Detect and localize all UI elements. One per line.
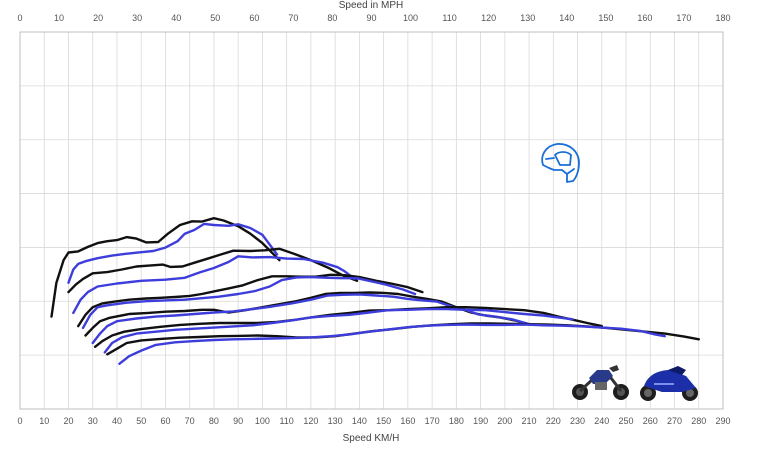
x2-tick-label: 160	[637, 13, 652, 23]
x-tick-label: 220	[546, 416, 561, 426]
x-tick-label: 50	[136, 416, 146, 426]
x2-tick-label: 0	[17, 13, 22, 23]
series-group	[50, 217, 700, 365]
x2-tick-label: 40	[171, 13, 181, 23]
x2-tick-label: 120	[481, 13, 496, 23]
x2-tick-label: 140	[559, 13, 574, 23]
sport-motorcycle-icon	[640, 366, 698, 401]
bottom-axis-title: Speed KM/H	[343, 433, 400, 444]
series-line-4	[72, 255, 356, 315]
grid	[19, 32, 724, 409]
x2-tick-label: 100	[403, 13, 418, 23]
helmet-icon	[541, 143, 580, 183]
series-line-5	[77, 273, 424, 328]
x-tick-label: 240	[594, 416, 609, 426]
x2-tick-label: 30	[132, 13, 142, 23]
x-tick-label: 120	[303, 416, 318, 426]
x-tick-label: 280	[691, 416, 706, 426]
naked-motorcycle-icon	[572, 365, 629, 400]
x-tick-label: 110	[279, 416, 293, 426]
x-tick-label: 0	[17, 416, 22, 426]
x-tick-label: 180	[449, 416, 464, 426]
series-line-12	[118, 323, 666, 365]
x-tick-label: 100	[255, 416, 270, 426]
x2-tick-label: 60	[249, 13, 259, 23]
x-tick-label: 270	[667, 416, 682, 426]
x-tick-label: 250	[619, 416, 634, 426]
series-line-6	[81, 275, 417, 330]
series-line-1	[50, 217, 281, 318]
series-line-3	[67, 247, 359, 294]
x2-tick-label: 110	[442, 13, 456, 23]
x2-tick-label: 80	[327, 13, 337, 23]
x2-tick-label: 130	[520, 13, 535, 23]
series-line-2	[67, 222, 279, 284]
x-tick-label: 200	[497, 416, 512, 426]
top-axis-title: Speed in MPH	[339, 0, 403, 11]
x-tick-label: 190	[473, 416, 488, 426]
x-tick-label: 230	[570, 416, 585, 426]
x-tick-label: 210	[522, 416, 537, 426]
x-tick-label: 170	[425, 416, 440, 426]
x2-tick-label: 170	[676, 13, 691, 23]
top-axis-ticks: 0 10 20 30 40 50 60 70 80 90 100 110 120 130 140 150 160…	[17, 13, 730, 23]
x2-tick-label: 10	[54, 13, 64, 23]
x-tick-label: 40	[112, 416, 122, 426]
x2-tick-label: 70	[288, 13, 298, 23]
bottom-axis-ticks: 0 10 20 30 40 50 60 70 80 90 100 110 120 130 140 150 160…	[17, 416, 730, 426]
x-tick-label: 90	[233, 416, 243, 426]
plot-frame	[19, 31, 724, 410]
x-tick-label: 140	[352, 416, 367, 426]
x-tick-label: 290	[715, 416, 730, 426]
x2-tick-label: 50	[210, 13, 220, 23]
x2-tick-label: 90	[366, 13, 376, 23]
x-tick-label: 30	[88, 416, 98, 426]
x2-tick-label: 150	[598, 13, 613, 23]
x2-tick-label: 180	[715, 13, 730, 23]
x-tick-label: 60	[160, 416, 170, 426]
x-tick-label: 70	[185, 416, 195, 426]
x-tick-label: 150	[376, 416, 391, 426]
x-tick-label: 260	[643, 416, 658, 426]
series-line-10	[103, 307, 574, 354]
x2-tick-label: 20	[93, 13, 103, 23]
series-line-9	[93, 306, 603, 348]
x-tick-label: 20	[63, 416, 73, 426]
x-tick-label: 10	[39, 416, 49, 426]
x-tick-label: 160	[400, 416, 415, 426]
x-tick-label: 130	[328, 416, 343, 426]
x-tick-label: 80	[209, 416, 219, 426]
